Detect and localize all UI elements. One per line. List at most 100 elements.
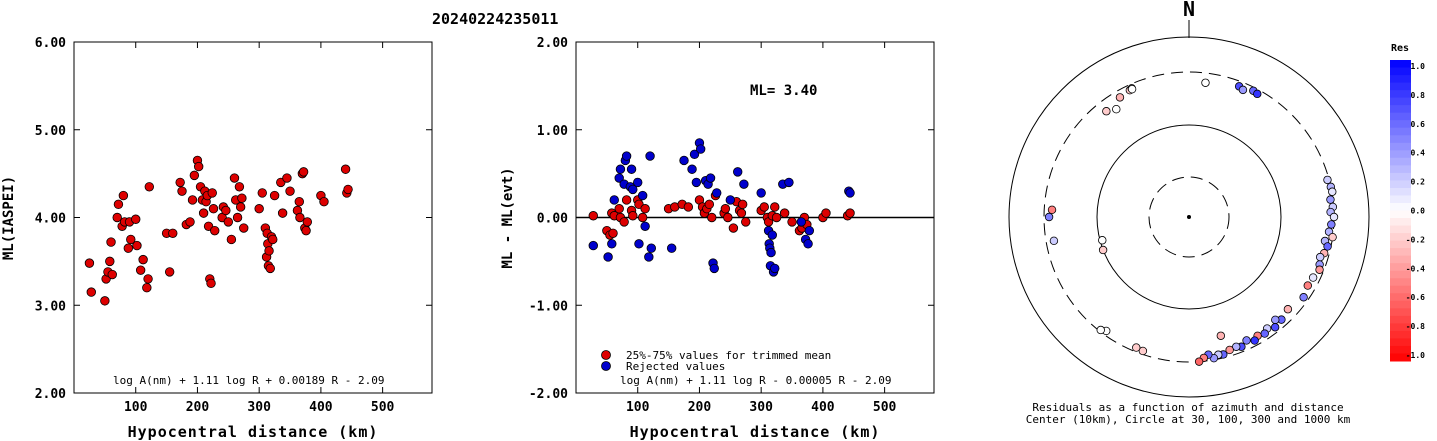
data-point xyxy=(234,182,245,192)
data-point xyxy=(264,246,274,256)
colorbar-tick-label: -0.8 xyxy=(1406,322,1425,331)
figure-title: 20240224235011 xyxy=(432,10,558,28)
station-residual-points xyxy=(1044,78,1339,366)
rejected-point xyxy=(633,177,643,188)
colorbar-segment xyxy=(1390,60,1411,69)
accepted-point xyxy=(704,199,715,210)
rejected-point xyxy=(770,263,780,274)
data-point xyxy=(282,173,292,183)
rejected-point xyxy=(739,179,749,189)
data-point xyxy=(107,269,117,280)
data-point xyxy=(131,214,141,224)
y-axis-label: ML(IASPEI) xyxy=(1,176,17,260)
data-point xyxy=(232,212,243,223)
colorbar-segment xyxy=(1390,345,1411,354)
station-point xyxy=(1327,220,1336,229)
colorbar-segment xyxy=(1390,120,1411,129)
y-tick-label: 1.00 xyxy=(537,124,568,139)
colorbar-tick-label: -1.0 xyxy=(1406,351,1425,360)
rejected-point xyxy=(845,188,855,198)
data-point xyxy=(294,197,304,207)
station-point xyxy=(1242,336,1251,345)
rejected-point xyxy=(603,252,613,262)
north-label: N xyxy=(1183,0,1195,21)
colorbar-segment xyxy=(1390,135,1411,144)
rejected-point xyxy=(705,173,716,183)
station-point xyxy=(1098,245,1108,255)
data-point xyxy=(132,240,142,251)
data-point xyxy=(84,258,95,268)
legend-marker-accepted xyxy=(601,350,611,360)
colorbar-tick-label: -0.6 xyxy=(1406,293,1425,302)
colorbar-segment xyxy=(1390,150,1411,159)
x-tick-label: 500 xyxy=(873,400,897,415)
colorbar-segment xyxy=(1390,165,1411,174)
rejected-point xyxy=(634,239,644,249)
data-point xyxy=(239,223,249,233)
colorbar-tick-label: 0.2 xyxy=(1411,178,1426,187)
rejected-point xyxy=(621,151,632,161)
accepted-point xyxy=(588,211,598,221)
rejected-point xyxy=(588,240,598,251)
data-point xyxy=(206,278,216,289)
legend-marker-rejected xyxy=(601,361,611,371)
rejected-point xyxy=(644,252,654,262)
data-point xyxy=(235,202,246,212)
station-point xyxy=(1132,343,1141,352)
station-point xyxy=(1102,107,1111,116)
accepted-point xyxy=(621,195,632,205)
rejected-point xyxy=(646,243,657,253)
colorbar-segment xyxy=(1390,202,1411,211)
colorbar-segment xyxy=(1390,300,1411,309)
data-point xyxy=(207,188,217,198)
x-tick-label: 400 xyxy=(811,400,835,415)
accepted-point xyxy=(720,204,731,214)
colorbar-segment xyxy=(1390,97,1411,106)
y-tick-label: 3.00 xyxy=(35,299,66,314)
accepted-point xyxy=(619,217,629,227)
data-point xyxy=(118,190,129,201)
station-point xyxy=(1329,212,1339,222)
colorbar-tick-label: 0.8 xyxy=(1411,91,1426,100)
rejected-point xyxy=(628,184,638,195)
station-point xyxy=(1315,265,1324,274)
x-tick-label: 100 xyxy=(124,400,148,415)
rejected-point xyxy=(796,217,806,227)
colorbar-segment xyxy=(1390,353,1411,362)
rejected-point xyxy=(666,243,677,253)
y-tick-label: -1.00 xyxy=(529,299,568,314)
station-point xyxy=(1270,323,1280,332)
accepted-point xyxy=(737,199,748,210)
axis-ticks: 100 200 300 400 500 -2.00 -1.00 0.00 1.00 2.00 xyxy=(529,36,934,415)
accepted-point xyxy=(723,212,733,223)
data-point xyxy=(106,237,116,247)
data-point xyxy=(269,190,280,201)
accepted-point xyxy=(759,202,769,212)
rejected-point xyxy=(766,247,776,258)
accepted-point xyxy=(640,204,650,214)
station-point xyxy=(1250,336,1259,345)
station-point xyxy=(1271,315,1280,325)
accepted-point xyxy=(771,212,782,223)
data-point xyxy=(302,217,313,227)
accepted-point xyxy=(770,202,780,212)
data-point xyxy=(135,265,146,275)
data-point xyxy=(177,186,187,196)
colorbar-segment xyxy=(1390,127,1411,136)
formula-text: log A(nm) + 1.11 log R - 0.00005 R - 2.0… xyxy=(620,374,892,387)
data-point xyxy=(105,256,115,267)
colorbar-segment xyxy=(1390,90,1411,99)
data-point xyxy=(123,243,134,253)
data-point xyxy=(142,283,152,293)
data-point xyxy=(175,177,185,188)
data-point xyxy=(112,212,122,223)
rejected-point xyxy=(695,144,706,154)
ml-annotation: ML= 3.40 xyxy=(750,83,817,99)
station-point xyxy=(1260,329,1269,338)
y-tick-label: 6.00 xyxy=(35,36,66,51)
data-point xyxy=(198,208,209,218)
colorbar-segment xyxy=(1390,225,1411,234)
data-point xyxy=(285,186,295,196)
station-point xyxy=(1328,187,1337,196)
data-point xyxy=(237,193,247,203)
